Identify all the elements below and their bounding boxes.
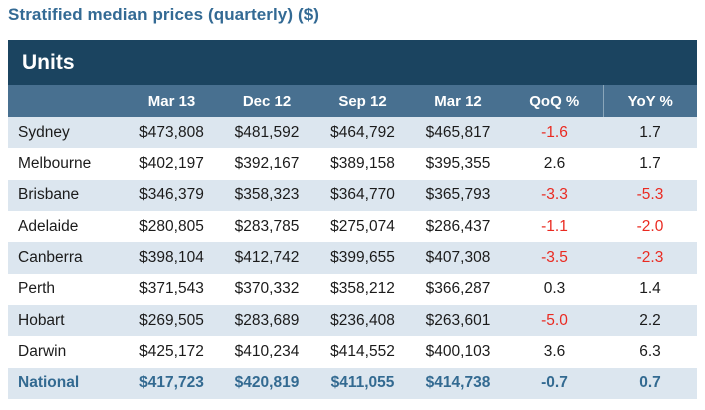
column-header-qoq: QoQ % [529,92,580,110]
table-cell: 0.7 [639,374,661,392]
row-label: Brisbane [18,186,80,204]
table-cell: $464,792 [330,123,395,141]
table-cell: $481,592 [234,123,300,141]
table-cell: $395,355 [425,154,491,172]
table-row: Hobart $269,505 $283,689 $236,408 $263,601 -5… [8,304,697,337]
table-cell: $370,332 [234,280,300,298]
table-row: Brisbane $346,379 $358,323 $364,770 $365,793… [8,179,697,211]
table-cell: $420,819 [234,374,300,392]
page-title: Stratified median prices (quarterly) ($) [8,5,320,24]
table-cell: -5.3 [636,186,664,204]
table-cell: -1.1 [541,217,568,235]
table-cell: -1.6 [541,123,568,141]
prices-table: Mar 13 Dec 12 Sep 12 Mar 12 QoQ % YoY % Sydne… [8,85,697,399]
table-cell: $366,287 [425,280,491,298]
column-header-yoy: YoY % [602,85,697,117]
table-cell: $364,770 [330,186,395,204]
table-cell: $346,379 [139,186,204,204]
row-label: Canberra [18,248,83,266]
table-cell: 1.7 [639,154,661,172]
table-cell: -2.0 [636,217,664,235]
table-cell: -5.0 [541,311,568,329]
table-cell: $473,808 [139,123,204,141]
table-cell: 1.7 [639,123,661,141]
table-row: Darwin $425,172 $410,234 $414,552 $400,103 3.… [8,336,697,368]
column-header-mar-13: Mar 13 [147,92,196,110]
table-cell: $286,437 [425,217,491,235]
table-cell: $465,817 [425,123,491,141]
table-cell: $236,408 [330,311,395,329]
table-cell: $398,104 [139,248,204,266]
table-cell: $399,655 [330,248,395,266]
table-cell: $412,742 [234,248,300,266]
row-label: Adelaide [18,217,79,235]
table-cell: $283,689 [234,311,300,329]
row-label: Hobart [18,311,65,329]
table-cell: $283,785 [234,217,300,235]
table-cell: $371,543 [139,280,204,298]
table-row: National $417,723 $420,819 $411,055 $414,738… [8,367,697,399]
column-header-city [8,85,124,117]
table-cell: $392,167 [234,154,300,172]
table-cell: -2.3 [636,248,664,266]
row-label: Melbourne [18,154,92,172]
table-cell: $425,172 [139,342,204,360]
table-cell: 2.2 [639,311,661,329]
table-cell: $402,197 [139,154,204,172]
table-cell: $358,212 [330,280,395,298]
table-cell: $263,601 [425,311,491,329]
table-cell: $275,074 [330,217,395,235]
table-cell: $280,805 [139,217,204,235]
table-cell: $358,323 [234,186,300,204]
table-row: Melbourne $402,197 $392,167 $389,158 $395,35… [8,148,697,180]
row-label: National [18,374,80,392]
table-cell: 6.3 [639,342,661,360]
header-row: Mar 13 Dec 12 Sep 12 Mar 12 QoQ % YoY % [8,85,697,117]
table-row: Canberra $398,104 $412,742 $399,655 $407,308… [8,242,697,274]
table-cell: $407,308 [425,248,491,266]
table-body: Sydney $473,808 $481,592 $464,792 $465,817 -1… [8,117,697,399]
table-row: Adelaide $280,805 $283,785 $275,074 $286,437… [8,210,697,243]
table-row: Perth $371,543 $370,332 $358,212 $366,287 0.3… [8,273,697,305]
column-header-dec-12: Dec 12 [242,92,292,110]
table-cell: -0.7 [541,374,568,392]
table-cell: 1.4 [639,280,661,298]
table-cell: 0.3 [543,280,566,298]
table-cell: $389,158 [330,154,395,172]
column-header-mar-12: Mar 12 [434,92,482,110]
table-cell: $414,552 [330,342,395,360]
row-label: Sydney [18,123,70,141]
table-cell: 3.6 [543,342,566,360]
row-label: Perth [18,280,56,298]
table-cell: -3.3 [541,186,568,204]
table-cell: $269,505 [139,311,204,329]
table-cell: $365,793 [425,186,491,204]
table-cell: $400,103 [425,342,491,360]
table-cell: $411,055 [330,374,395,392]
stratified-prices-table-container: Units Mar 13 Dec 12 Sep 12 Mar 12 QoQ % YoY %… [8,40,697,399]
table-cell: -3.5 [541,248,568,266]
section-header-units: Units [8,40,697,85]
table-cell: $414,738 [425,374,491,392]
table-cell: $417,723 [139,374,204,392]
column-header-sep-12: Sep 12 [338,92,387,110]
table-cell: $410,234 [234,342,300,360]
table-row: Sydney $473,808 $481,592 $464,792 $465,817 -1… [8,117,697,149]
table-cell: 2.6 [543,154,566,172]
row-label: Darwin [18,342,67,360]
